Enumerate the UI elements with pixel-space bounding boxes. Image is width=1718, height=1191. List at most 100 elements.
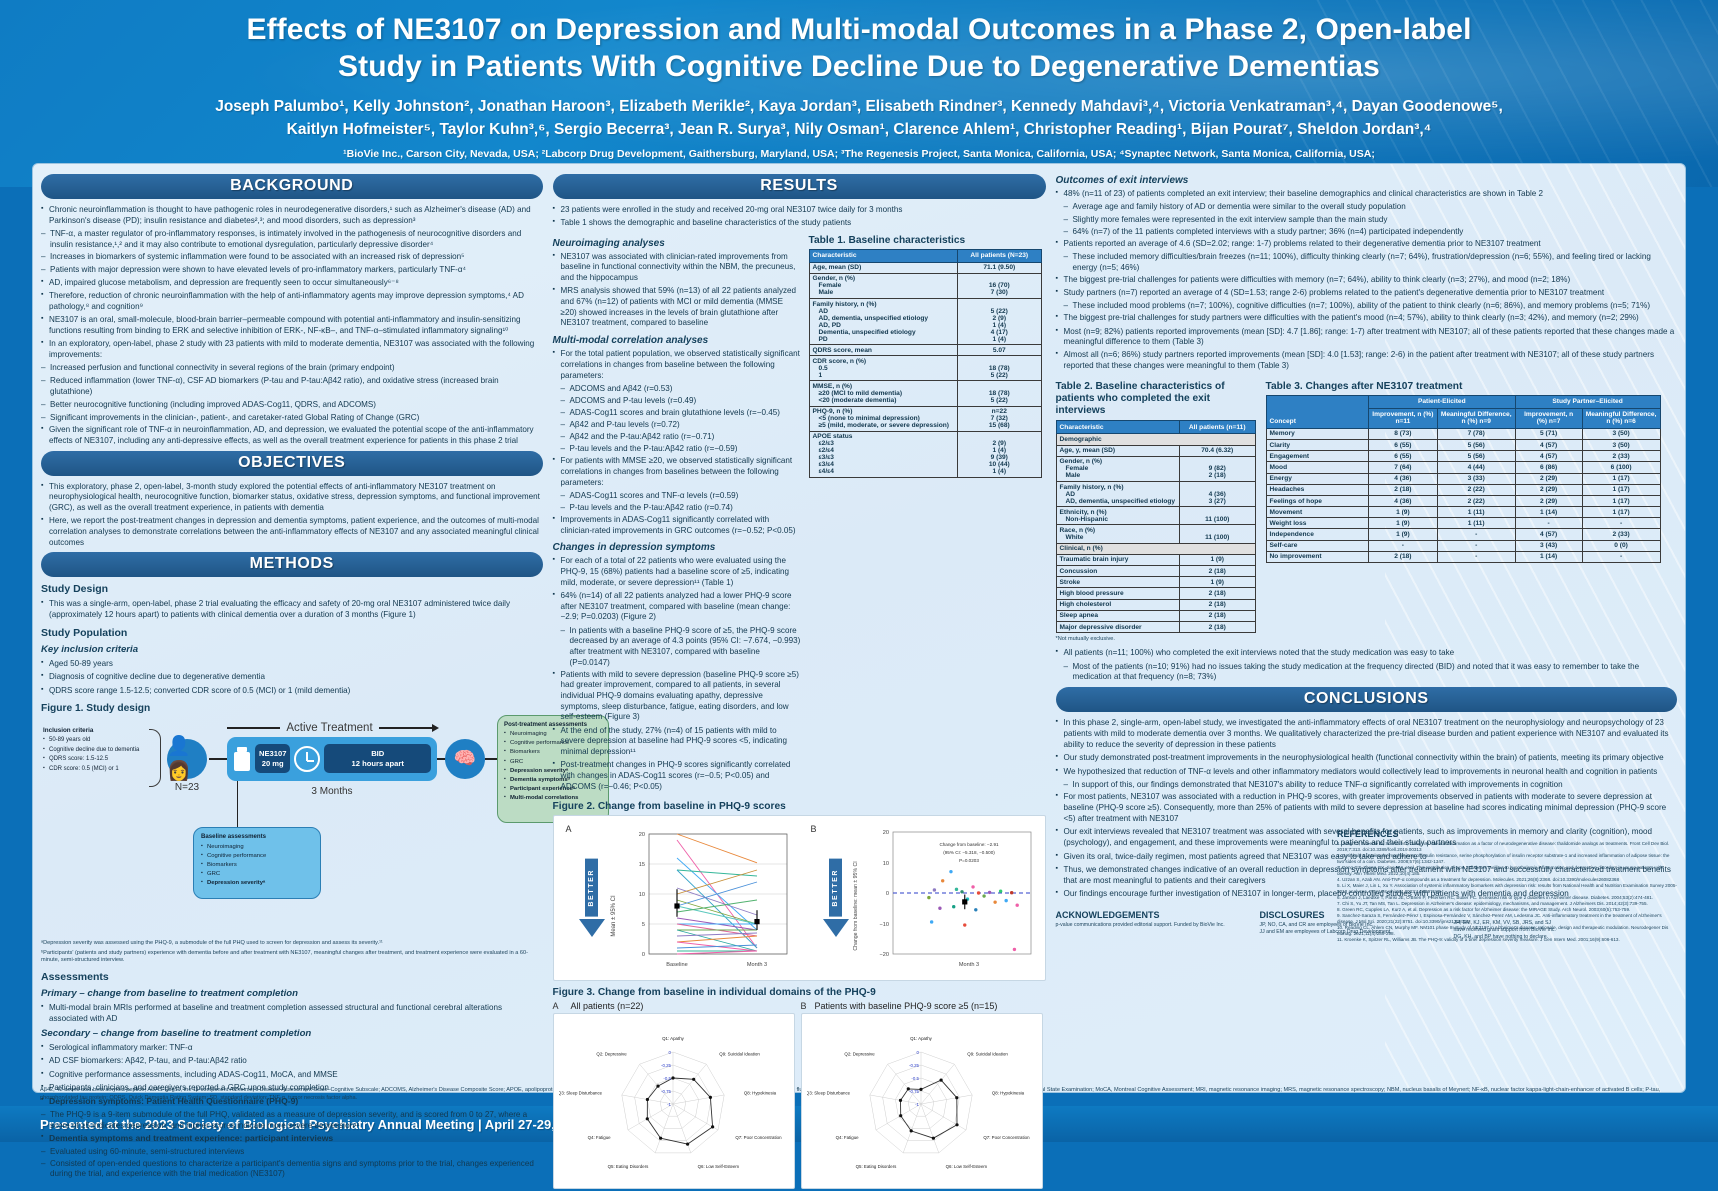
clock-icon	[294, 745, 321, 772]
table-cell-concept: No improvement	[1265, 550, 1369, 564]
table-cell-value: 4 (57)	[1514, 438, 1583, 452]
list-item: The biggest pre-trial challenges for stu…	[1056, 312, 1677, 324]
table-section-header: Demographic	[1055, 433, 1256, 446]
svg-text:Q3: Sleep Disturbance: Q3: Sleep Disturbance	[559, 1090, 603, 1095]
list-item: NE3107 was associated with clinician-rat…	[553, 251, 801, 284]
list-item: Neuroimaging	[504, 730, 602, 739]
svg-text:Q5: Eating Disorders: Q5: Eating Disorders	[607, 1164, 649, 1169]
list-item: QDRS score: 1.5-12.5	[43, 755, 147, 764]
table-row: High blood pressure 2 (18)	[1055, 587, 1256, 600]
table-cell-label: Gender, n (%) Female Male	[1055, 455, 1180, 483]
table-cell-label: Traumatic brain injury	[1055, 553, 1180, 566]
list-item: AD, impaired glucose metabolism, and dep…	[41, 277, 543, 289]
brace-decoration	[149, 728, 161, 787]
reference-item: 6. Janson J, Laedtke T, Parisi JE, O'Bri…	[1337, 894, 1654, 900]
tables-2-3-wrapper: Table 2. Baseline characteristics of pat…	[1055, 378, 1677, 644]
table-row: Energy 4 (36) 3 (33) 2 (29) 1 (17)	[1265, 472, 1661, 485]
disclosures-line-4: DG, KH, and BP have nothing to declare.	[1453, 933, 1549, 940]
table-cell-value: 2 (18)	[1178, 609, 1256, 622]
svg-text:15: 15	[638, 862, 644, 868]
list-item: Neuroimaging	[201, 843, 313, 852]
list-item: The biggest pre-trial challenges for pat…	[1056, 274, 1677, 286]
table-row: Age, mean (SD) 71.1 (9.50)	[808, 261, 1042, 274]
list-item: Given the significant role of TNF-α in n…	[41, 424, 543, 446]
column-left: BACKGROUND Chronic neuroinflammation is …	[41, 170, 609, 1178]
svg-text:Q6: Low Self-Esteem: Q6: Low Self-Esteem	[945, 1164, 987, 1169]
table-cell-value: -	[1581, 517, 1661, 530]
connector-line	[437, 757, 447, 760]
svg-text:-0.75: -0.75	[909, 1089, 920, 1094]
table-row: Sleep apnea 2 (18)	[1055, 609, 1256, 622]
list-item: Cognitive performance	[504, 739, 602, 748]
list-item: Cognitive decline due to dementia	[43, 746, 147, 755]
table-cell-value: 9 (82) 2 (18)	[1178, 455, 1256, 483]
table-cell-value: 1 (9)	[1367, 517, 1438, 530]
exit-interviews-heading: Outcomes of exit interviews	[1055, 175, 1189, 186]
arrow-head	[432, 724, 440, 733]
list-item: Chronic neuroinflammation is thought to …	[41, 204, 543, 226]
table-cell-value: 6 (55)	[1367, 438, 1438, 452]
table-cell-value: 4 (57)	[1514, 450, 1583, 463]
arrow-line	[378, 727, 433, 730]
fig2b-annot-3: P=0.0203	[959, 858, 979, 863]
svg-text:-0.75: -0.75	[661, 1089, 672, 1094]
list-item: Depression severityᵃ	[504, 767, 602, 776]
list-item: For patients with MMSE ≥20, we observed …	[553, 455, 801, 488]
medication-ease-content: All patients (n=11; 100%) who completed …	[1056, 647, 1677, 683]
list-item: For the total patient population, we obs…	[553, 348, 801, 381]
disclosures-line-2: JJ and EM are employees of Labcorp Drug …	[1259, 928, 1392, 935]
table-cell-value: 1 (14)	[1514, 550, 1583, 564]
table-3: Concept Patient-Elicited Study Partner–E…	[1265, 394, 1661, 564]
frequency-detail: 12 hours apart	[351, 758, 404, 768]
reference-item: 8. Green RC, Cupples LA, Kurz A, et al. …	[1337, 906, 1631, 912]
list-item: These included mood problems (n=7; 100%)…	[1064, 301, 1677, 312]
list-item: Increases in biomarkers of systemic infl…	[41, 252, 543, 263]
svg-text:-0.5: -0.5	[663, 1076, 671, 1081]
disclosures-block: DISCLOSURES JP, NO, CA, and CR are emplo…	[1260, 906, 1440, 940]
figure-1-footnote-b: ᵇParticipants' (patients and study partn…	[41, 949, 529, 964]
acknowledgements-heading: ACKNOWLEDGEMENTS	[1055, 910, 1160, 921]
list-item: 64% (n=7) of the 11 patients completed i…	[1064, 227, 1677, 238]
list-item: Evaluated using 60-minute, semi-structur…	[41, 1147, 543, 1158]
svg-text:-0.25: -0.25	[909, 1063, 920, 1068]
post-box-title: Post-treatment assessments	[504, 720, 587, 728]
figure-2b-chart: Change from baseline: mean ± 95% CI 20 10…	[853, 830, 1031, 968]
table-row: MMSE, n (%) ≥20 (MCI to mild dementia) <20…	[808, 380, 1042, 407]
references-heading: REFERENCES	[1337, 829, 1399, 839]
primary-heading: Primary – change from baseline to treatm…	[41, 988, 298, 1000]
table-cell-value: 2 (22)	[1436, 494, 1516, 508]
table-2-col-characteristic: Characteristic	[1055, 420, 1180, 435]
svg-text:Mean ± 95% CI: Mean ± 95% CI	[611, 895, 617, 937]
reference-item: 11. Kroenke K, Spitzer RL, Williams JB. …	[1337, 936, 1620, 942]
down-arrow-icon	[822, 918, 849, 937]
table-2-caption-line-1: Table 2. Baseline characteristics of	[1055, 380, 1225, 392]
figure-3a: A All patients (n=22) -1 -0.75 -0.5 -0.25 0 Q…	[552, 1001, 795, 1189]
svg-text:Q1: Apathy: Q1: Apathy	[662, 1036, 685, 1041]
figure-3-caption: Figure 3. Change from baseline in indivi…	[552, 986, 876, 998]
table-row: Concussion 2 (18)	[1055, 564, 1256, 578]
study-population-heading: Study Population	[41, 626, 128, 639]
figure-2b-letter: B	[810, 823, 817, 834]
figure-3b: B Patients with baseline PHQ-9 score ≥5 …	[800, 1001, 1043, 1189]
svg-text:Q5: Eating Disorders: Q5: Eating Disorders	[855, 1164, 897, 1169]
table-cell-value: 2 (22)	[1436, 483, 1516, 496]
reference-item: 2. Cetinkalp S. Molecular mechanisms of …	[1337, 852, 1670, 864]
table-cell-value: 1 (9)	[1367, 506, 1438, 519]
table-cell-label: Family history, n (%) AD AD, dementia, uns…	[808, 297, 959, 346]
better-direction-bar-a: BETTER	[585, 859, 599, 917]
table-cell-label: Sleep apnea	[1055, 609, 1180, 622]
table-row: Family history, n (%) AD AD, dementia, uns…	[808, 297, 1042, 346]
list-item: 50-89 years old	[43, 736, 147, 745]
table-row: Engagement 6 (55) 5 (56) 4 (57) 2 (33)	[1265, 450, 1661, 463]
table-cell-value: -	[1581, 550, 1661, 564]
list-item: Biomarkers	[504, 749, 602, 757]
table-cell-value: 2 (18)	[1367, 550, 1438, 564]
table-cell-concept: Energy	[1265, 472, 1369, 485]
list-item: Our findings encourage further investiga…	[1056, 888, 1677, 900]
section-header-background: BACKGROUND	[41, 174, 543, 199]
table-cell-value: 6 (55)	[1367, 450, 1438, 463]
list-item: All patients (n=11; 100%) who completed …	[1056, 647, 1677, 659]
list-item: At the end of the study, 27% (n=4) of 15…	[553, 725, 801, 758]
table-2-wrapper: Table 2. Baseline characteristics of pat…	[1055, 378, 1256, 644]
table-cell-concept: Self-care	[1265, 539, 1369, 552]
